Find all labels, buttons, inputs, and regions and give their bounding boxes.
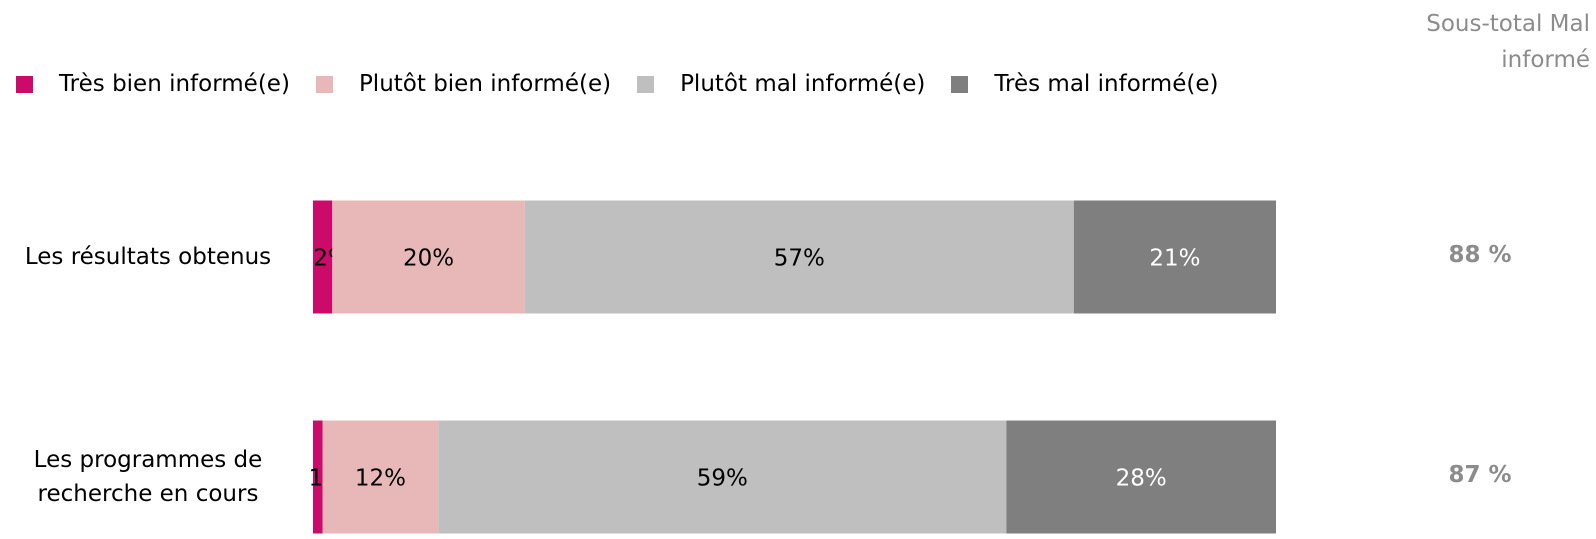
legend-swatch bbox=[16, 75, 33, 93]
bar-segment bbox=[1073, 200, 1276, 314]
legend-label: Plutôt mal informé(e) bbox=[680, 71, 926, 97]
legend-label: Très bien informé(e) bbox=[59, 71, 290, 97]
legend: Très bien informé(e) Plutôt bien informé(… bbox=[16, 66, 1244, 102]
value-label: 28% bbox=[1116, 466, 1167, 492]
bar-segment bbox=[322, 420, 439, 534]
value-label: 57% bbox=[774, 246, 825, 272]
subtotal-title: Sous-total Mal informé bbox=[1426, 11, 1590, 73]
bar-segment bbox=[332, 200, 525, 314]
bar-segment bbox=[313, 200, 333, 314]
legend-item: Plutôt mal informé(e) bbox=[637, 66, 925, 102]
bar-segment bbox=[524, 200, 1074, 314]
value-label: 59% bbox=[697, 466, 748, 492]
legend-swatch bbox=[637, 75, 655, 93]
value-label: 21% bbox=[1149, 246, 1200, 272]
legend-item: Très mal informé(e) bbox=[951, 66, 1218, 102]
legend-item: Très bien informé(e) bbox=[16, 66, 290, 102]
y-tick-label: Les résultats obtenus bbox=[24, 244, 272, 270]
legend-label: Plutôt bien informé(e) bbox=[358, 71, 612, 97]
bar-segment bbox=[1006, 420, 1276, 534]
subtotal-value: 88 % bbox=[1448, 242, 1512, 268]
value-label: 20% bbox=[403, 246, 454, 272]
bar-segment bbox=[313, 420, 323, 534]
legend-label: Très mal informé(e) bbox=[994, 71, 1219, 97]
y-tick-label: Les programmes de recherche en cours bbox=[33, 447, 263, 507]
bar-segment bbox=[438, 420, 1007, 534]
legend-swatch bbox=[315, 75, 333, 93]
legend-item: Plutôt bien informé(e) bbox=[315, 66, 612, 102]
legend-swatch bbox=[951, 75, 969, 93]
value-label: 12% bbox=[355, 466, 406, 492]
subtotal-value: 87 % bbox=[1448, 462, 1512, 488]
